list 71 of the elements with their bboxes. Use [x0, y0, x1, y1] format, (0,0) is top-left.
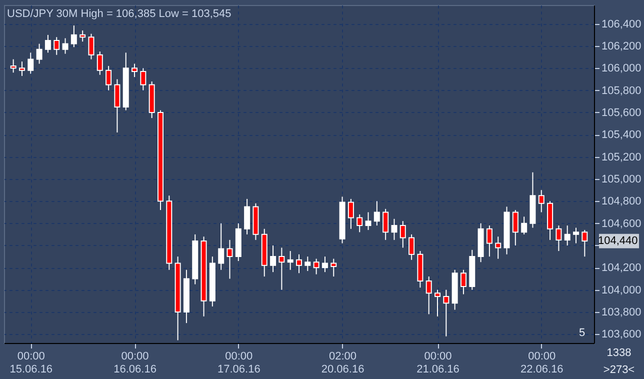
candlestick — [18, 61, 25, 76]
candlestick — [304, 256, 311, 272]
candlestick — [54, 36, 60, 56]
candlestick — [391, 218, 398, 240]
candlestick — [10, 58, 16, 74]
candlestick — [278, 247, 285, 290]
candlestick — [573, 227, 580, 244]
candlestick — [70, 25, 77, 48]
candlestick — [443, 289, 450, 337]
candlestick — [356, 214, 363, 233]
candlestick — [313, 258, 320, 275]
y-tick-label: 105,400 — [602, 129, 642, 142]
candlestick — [426, 276, 432, 315]
candlestick — [512, 210, 518, 246]
x-tick-label: 00:00 21.06.16 — [416, 350, 460, 376]
candlestick — [226, 239, 233, 280]
x-tick-label: 00:00 22.06.16 — [520, 350, 564, 376]
candlestick — [434, 289, 441, 317]
x-tick-label: 00:00 15.06.16 — [10, 350, 53, 376]
y-tick-label: 104,600 — [602, 218, 642, 230]
x-tick-label: 00:00 17.06.16 — [217, 350, 260, 376]
x-tick-label: 00:00 16.06.16 — [114, 350, 156, 376]
candlestick — [88, 33, 94, 60]
candlestick — [96, 51, 103, 76]
candlestick — [44, 34, 51, 54]
candlestick — [564, 225, 570, 246]
candlestick — [28, 52, 34, 74]
candlestick — [382, 208, 389, 240]
candlestick — [62, 38, 68, 54]
candlestick — [80, 30, 86, 42]
y-tick-label: 105,600 — [602, 106, 642, 119]
y-tick-label: 106,000 — [602, 62, 642, 75]
y-tick-label: 106,400 — [602, 18, 642, 30]
candlestick — [270, 244, 276, 273]
candlestick — [365, 212, 372, 230]
y-tick-label: 104,000 — [602, 284, 642, 296]
candlestick — [495, 236, 502, 260]
text: >273< — [603, 364, 635, 376]
candlestick — [348, 198, 354, 230]
candlestick — [486, 225, 492, 258]
y-tick-label: 104,200 — [602, 262, 642, 274]
candlestick — [460, 269, 466, 295]
chart-title: USD/JPY 30M High = 106,385 Low = 103,545 — [7, 8, 232, 20]
candlestick — [521, 216, 528, 235]
candlestick — [287, 250, 294, 270]
candlestick — [218, 222, 224, 270]
candlestick — [132, 63, 138, 78]
candlestick — [114, 78, 120, 133]
y-tick-label: 106,200 — [602, 40, 642, 53]
candlestick — [556, 225, 562, 252]
candlestick — [296, 254, 302, 274]
candlestick — [330, 258, 337, 278]
annotation: 5 — [578, 327, 586, 339]
candlestick — [582, 229, 588, 258]
text: 1338 — [606, 347, 632, 359]
candlestick — [244, 198, 250, 235]
y-tick-label: 105,000 — [602, 173, 642, 186]
x-tick-label: 02:00 20.06.16 — [321, 350, 364, 376]
y-tick-label: 105,200 — [602, 151, 642, 164]
candlestick — [538, 190, 544, 213]
candlestick — [408, 234, 415, 260]
y-tick-label: 105,800 — [602, 84, 642, 97]
y-tick-label: 104,800 — [602, 196, 642, 208]
candlestick — [36, 43, 42, 64]
candlestick — [400, 220, 406, 248]
y-tick-label: 103,800 — [602, 306, 642, 318]
y-tick-label: 103,600 — [602, 328, 642, 341]
candlestick — [374, 200, 380, 226]
candlestick — [322, 256, 328, 273]
candlestick — [140, 68, 146, 91]
candlestick — [106, 65, 112, 91]
